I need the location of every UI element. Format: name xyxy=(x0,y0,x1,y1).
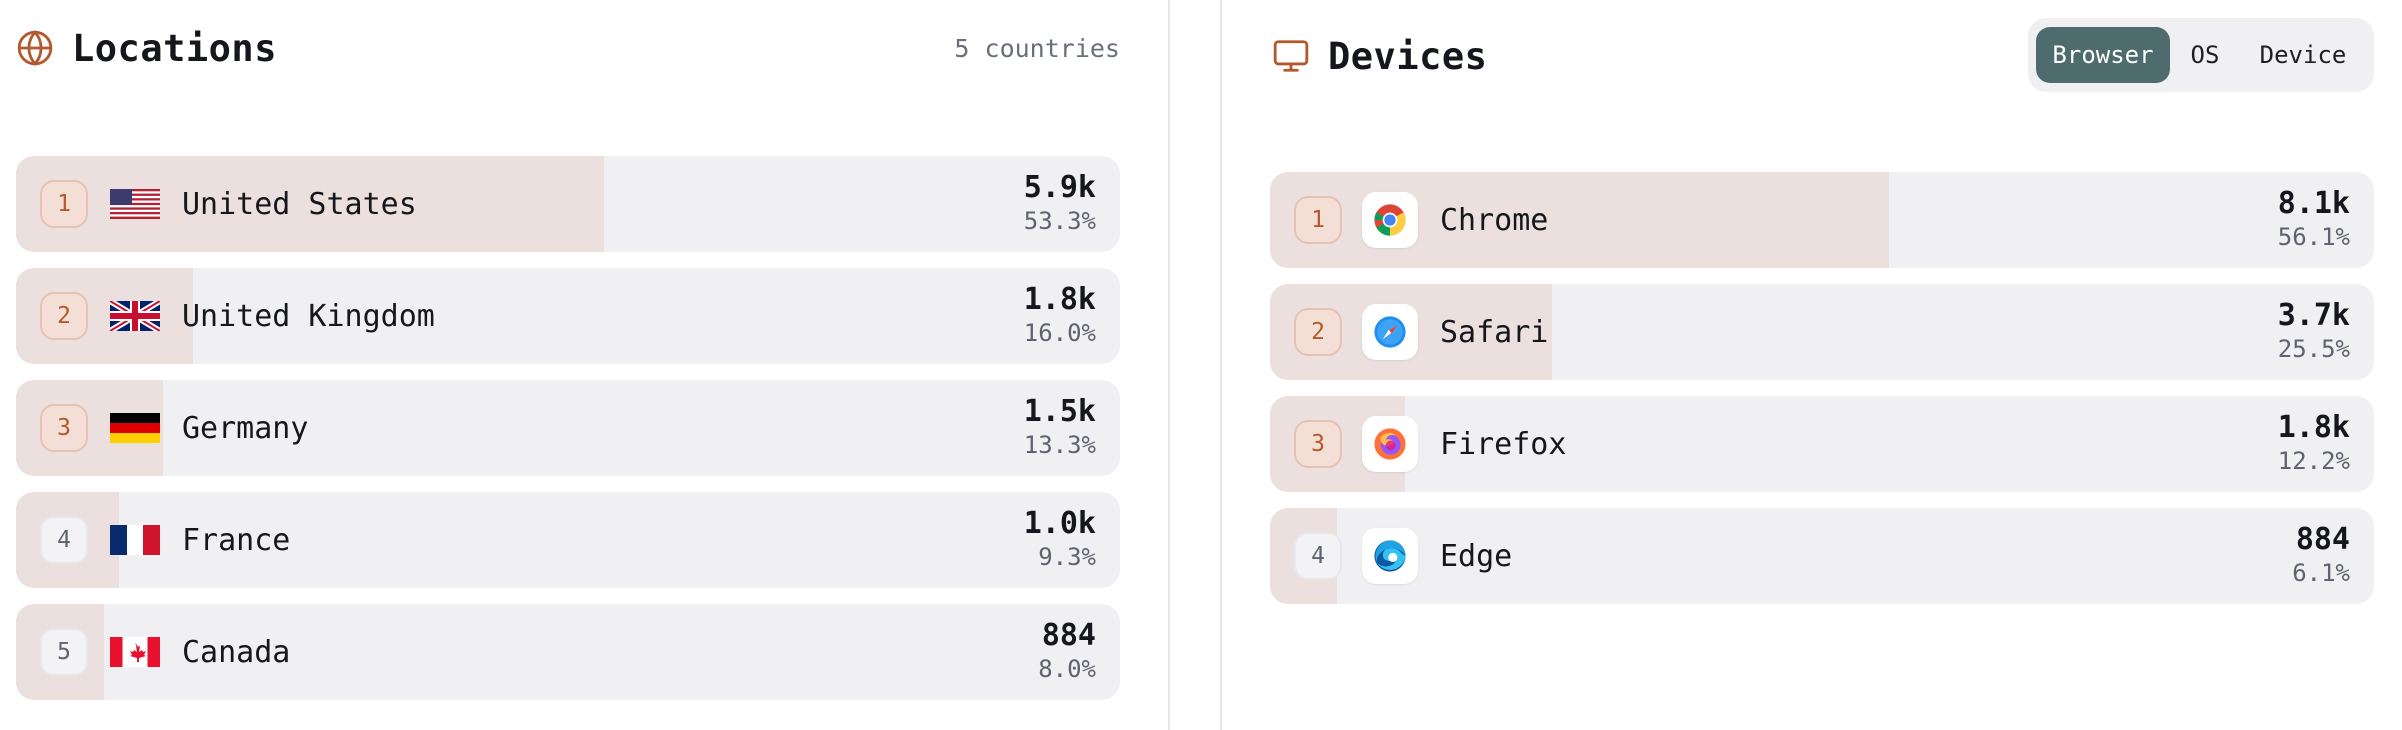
rank-badge: 5 xyxy=(40,628,88,676)
rank-badge: 2 xyxy=(40,292,88,340)
edge-icon xyxy=(1362,528,1418,584)
devices-header: Devices xyxy=(1272,32,1487,80)
devices-list: 1 Chrome 8.1k 56.1 xyxy=(1270,172,2374,604)
visit-count: 1.0k xyxy=(1023,506,1096,541)
locations-title: Locations xyxy=(72,26,277,70)
uk-flag-icon xyxy=(110,301,160,331)
rank-badge: 2 xyxy=(1294,308,1342,356)
visit-count: 884 xyxy=(2295,522,2350,557)
rank-badge: 1 xyxy=(40,180,88,228)
browser-row-safari[interactable]: 2 Safari 3.7k 25.5% xyxy=(1270,284,2374,380)
browser-row-firefox[interactable]: 3 Firefox 1.8k 12.2% xyxy=(1270,396,2374,492)
browser-row-chrome[interactable]: 1 Chrome 8.1k 56.1 xyxy=(1270,172,2374,268)
browser-name: Edge xyxy=(1440,538,1513,574)
visit-count: 884 xyxy=(1041,618,1096,653)
visit-percent: 56.1% xyxy=(2277,223,2350,251)
locations-panel: Locations 5 countries 1 United Sta xyxy=(0,0,1170,730)
browser-name: Chrome xyxy=(1440,202,1549,238)
rank-badge: 4 xyxy=(1294,532,1342,580)
visit-count: 8.1k xyxy=(2277,186,2350,221)
rank-badge: 1 xyxy=(1294,196,1342,244)
country-name: United States xyxy=(182,186,417,222)
locations-list: 1 United States 5.9k 53.3% xyxy=(16,156,1120,700)
rank-badge: 3 xyxy=(40,404,88,452)
chrome-icon xyxy=(1362,192,1418,248)
device-breakdown-tabs: Browser OS Device xyxy=(2028,18,2374,92)
tab-browser[interactable]: Browser xyxy=(2036,27,2170,83)
visit-percent: 12.2% xyxy=(2277,447,2350,475)
globe-icon xyxy=(16,29,54,67)
visit-count: 1.8k xyxy=(1023,282,1096,317)
country-count: 5 countries xyxy=(954,34,1120,63)
location-row-germany[interactable]: 3 Germany 1.5k 13.3% xyxy=(16,380,1120,476)
us-flag-icon xyxy=(110,189,160,219)
browser-row-edge[interactable]: 4 Edge 884 6.1% xyxy=(1270,508,2374,604)
visit-count: 1.8k xyxy=(2277,410,2350,445)
visit-percent: 16.0% xyxy=(1023,319,1096,347)
devices-title: Devices xyxy=(1328,34,1488,78)
visit-percent: 9.3% xyxy=(1038,543,1096,571)
browser-name: Firefox xyxy=(1440,426,1567,462)
location-row-france[interactable]: 4 France 1.0k 9.3% xyxy=(16,492,1120,588)
visit-percent: 13.3% xyxy=(1023,431,1096,459)
country-name: Germany xyxy=(182,410,309,446)
visit-count: 3.7k xyxy=(2277,298,2350,333)
visit-count: 5.9k xyxy=(1023,170,1096,205)
tab-os[interactable]: OS xyxy=(2190,41,2220,69)
visit-percent: 8.0% xyxy=(1038,655,1096,683)
country-name: France xyxy=(182,522,291,558)
location-row-united-states[interactable]: 1 United States 5.9k 53.3% xyxy=(16,156,1120,252)
france-flag-icon xyxy=(110,525,160,555)
germany-flag-icon xyxy=(110,413,160,443)
country-name: Canada xyxy=(182,634,291,670)
tab-device[interactable]: Device xyxy=(2259,41,2347,69)
browser-name: Safari xyxy=(1440,314,1549,350)
locations-header: Locations xyxy=(16,24,277,72)
visit-percent: 25.5% xyxy=(2277,335,2350,363)
visit-count: 1.5k xyxy=(1023,394,1096,429)
location-row-united-kingdom[interactable]: 2 United Kingdom 1.8k 16.0% xyxy=(16,268,1120,364)
rank-badge: 3 xyxy=(1294,420,1342,468)
visit-percent: 53.3% xyxy=(1023,207,1096,235)
country-name: United Kingdom xyxy=(182,298,435,334)
firefox-icon xyxy=(1362,416,1418,472)
canada-flag-icon xyxy=(110,637,160,667)
visit-percent: 6.1% xyxy=(2292,559,2350,587)
monitor-icon xyxy=(1272,37,1310,75)
devices-panel: Devices Browser OS Device 1 xyxy=(1220,0,2402,730)
safari-icon xyxy=(1362,304,1418,360)
location-row-canada[interactable]: 5 Canada 884 8.0% xyxy=(16,604,1120,700)
rank-badge: 4 xyxy=(40,516,88,564)
